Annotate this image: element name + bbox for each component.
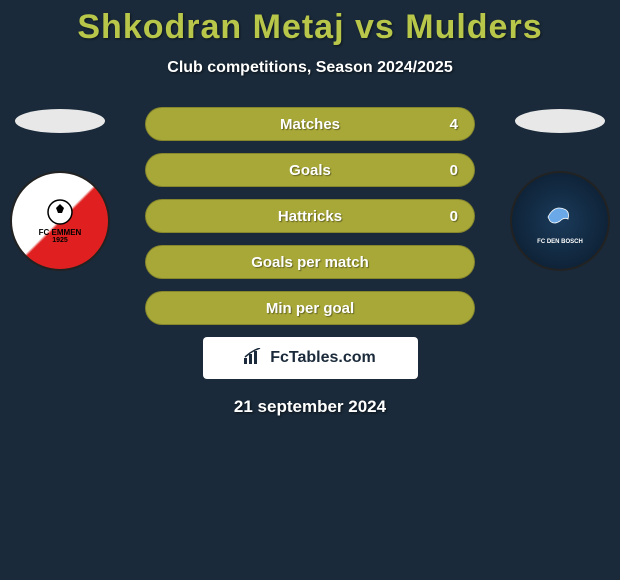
club-badge-right: FC DEN BOSCH bbox=[510, 171, 610, 271]
club-right-name: FC DEN BOSCH bbox=[537, 239, 583, 245]
stat-row-hattricks: Hattricks 0 bbox=[145, 199, 475, 233]
club-badge-left: FC EMMEN 1925 bbox=[10, 171, 110, 271]
content: FC EMMEN 1925 FC DEN BOSCH Matches 4 Goa… bbox=[0, 107, 620, 417]
stat-label: Matches bbox=[280, 116, 340, 133]
club-left-name: FC EMMEN bbox=[39, 228, 82, 237]
footer-date: 21 september 2024 bbox=[0, 397, 620, 417]
stat-label: Hattricks bbox=[278, 208, 342, 225]
dragon-icon bbox=[540, 197, 580, 237]
player-left-column: FC EMMEN 1925 bbox=[0, 107, 120, 271]
player-left-photo-placeholder bbox=[15, 109, 105, 133]
stat-value-right: 0 bbox=[450, 208, 458, 225]
soccer-ball-icon bbox=[46, 198, 74, 226]
stat-label: Min per goal bbox=[266, 300, 354, 317]
watermark[interactable]: FcTables.com bbox=[203, 337, 418, 379]
stat-label: Goals bbox=[289, 162, 331, 179]
watermark-text: FcTables.com bbox=[270, 349, 376, 367]
stat-row-matches: Matches 4 bbox=[145, 107, 475, 141]
club-left-year: 1925 bbox=[39, 237, 82, 244]
stat-value-right: 0 bbox=[450, 162, 458, 179]
stat-row-goals-per-match: Goals per match bbox=[145, 245, 475, 279]
player-right-photo-placeholder bbox=[515, 109, 605, 133]
header: Shkodran Metaj vs Mulders Club competiti… bbox=[0, 0, 620, 77]
page-title: Shkodran Metaj vs Mulders bbox=[0, 8, 620, 47]
stat-label: Goals per match bbox=[251, 254, 369, 271]
stats-container: Matches 4 Goals 0 Hattricks 0 Goals per … bbox=[145, 107, 475, 325]
stat-row-min-per-goal: Min per goal bbox=[145, 291, 475, 325]
chart-icon bbox=[244, 348, 264, 369]
stat-row-goals: Goals 0 bbox=[145, 153, 475, 187]
player-right-column: FC DEN BOSCH bbox=[500, 107, 620, 271]
stat-value-right: 4 bbox=[450, 116, 458, 133]
page-subtitle: Club competitions, Season 2024/2025 bbox=[0, 59, 620, 77]
